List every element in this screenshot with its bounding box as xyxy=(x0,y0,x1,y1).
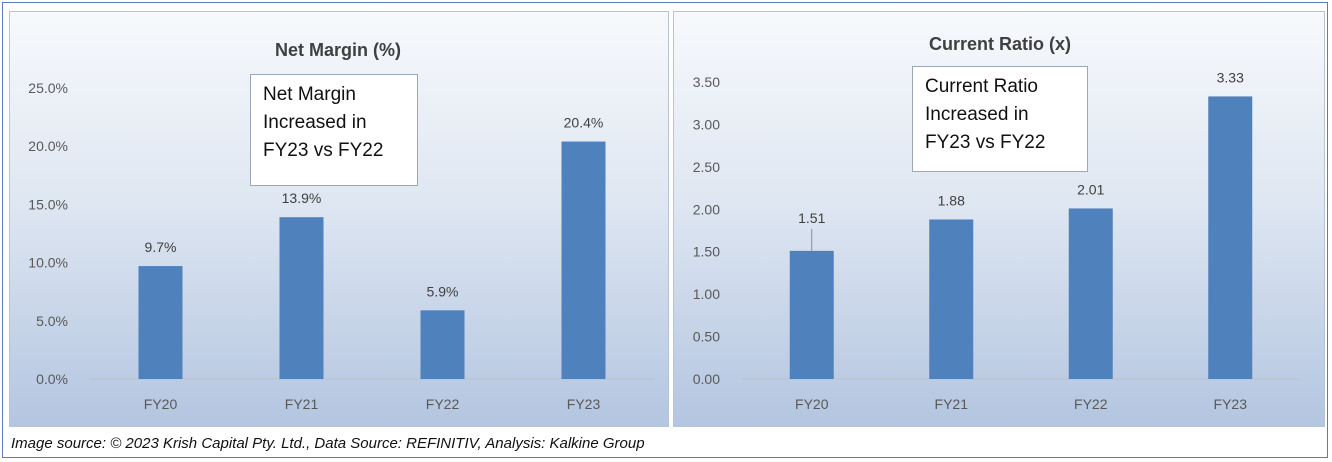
net-margin-ytick-label: 10.0% xyxy=(28,255,68,271)
current-ratio-category-label: FY22 xyxy=(1074,396,1108,412)
net-margin-category-label: FY21 xyxy=(285,396,319,412)
net-margin-data-label: 20.4% xyxy=(564,115,604,131)
net-margin-category-label: FY23 xyxy=(567,396,601,412)
current-ratio-ytick-label: 2.50 xyxy=(693,159,720,175)
net-margin-chart-panel: Net Margin (%) 0.0% 5.0% 10.0% 15.0% 20.0% 25… xyxy=(9,11,669,427)
current-ratio-category-label: FY23 xyxy=(1214,396,1248,412)
net-margin-ytick-label: 5.0% xyxy=(36,313,68,329)
current-ratio-ytick-label: 3.50 xyxy=(693,74,720,90)
current-ratio-chart-panel: Current Ratio (x) 0.00 0.50 1.00 1.50 2.00 2.… xyxy=(673,11,1325,427)
net-margin-bar xyxy=(420,310,465,379)
current-ratio-data-label: 3.33 xyxy=(1217,69,1244,85)
net-margin-annotation: Net Margin Increased in FY23 vs FY22 xyxy=(250,74,418,186)
current-ratio-data-label: 1.51 xyxy=(798,210,825,226)
current-ratio-ytick-label: 3.00 xyxy=(693,116,720,132)
current-ratio-ytick-label: 1.00 xyxy=(693,286,720,302)
current-ratio-bar xyxy=(789,250,834,379)
net-margin-chart-title: Net Margin (%) xyxy=(275,40,401,60)
net-margin-bar xyxy=(279,217,324,379)
current-ratio-ytick-label: 2.00 xyxy=(693,201,720,217)
net-margin-ytick-label: 15.0% xyxy=(28,196,68,212)
net-margin-bar xyxy=(561,141,606,379)
net-margin-category-label: FY20 xyxy=(144,396,178,412)
current-ratio-category-label: FY21 xyxy=(935,396,969,412)
net-margin-chart: Net Margin (%) 0.0% 5.0% 10.0% 15.0% 20.0% 25… xyxy=(28,40,654,412)
net-margin-category-label: FY22 xyxy=(426,396,460,412)
current-ratio-annotation: Current Ratio Increased in FY23 vs FY22 xyxy=(912,66,1088,172)
net-margin-data-label: 9.7% xyxy=(145,239,177,255)
net-margin-data-label: 5.9% xyxy=(427,283,459,299)
net-margin-ytick-label: 0.0% xyxy=(36,371,68,387)
current-ratio-data-label: 2.01 xyxy=(1077,181,1104,197)
current-ratio-chart-title: Current Ratio (x) xyxy=(929,34,1071,54)
current-ratio-bar xyxy=(929,219,974,379)
current-ratio-chart: Current Ratio (x) 0.00 0.50 1.00 1.50 2.00 2.… xyxy=(693,34,1300,412)
current-ratio-category-label: FY20 xyxy=(795,396,829,412)
current-ratio-ytick-label: 0.00 xyxy=(693,371,720,387)
current-ratio-data-label: 1.88 xyxy=(938,192,965,208)
current-ratio-ytick-label: 1.50 xyxy=(693,244,720,260)
current-ratio-ytick-label: 0.50 xyxy=(693,329,720,345)
net-margin-bar xyxy=(138,266,183,379)
net-margin-ytick-label: 25.0% xyxy=(28,80,68,96)
image-source-footer: Image source: © 2023 Krish Capital Pty. … xyxy=(11,435,645,452)
current-ratio-bar xyxy=(1208,96,1253,379)
current-ratio-bar xyxy=(1068,208,1113,379)
net-margin-data-label: 13.9% xyxy=(282,190,322,206)
net-margin-ytick-label: 20.0% xyxy=(28,138,68,154)
